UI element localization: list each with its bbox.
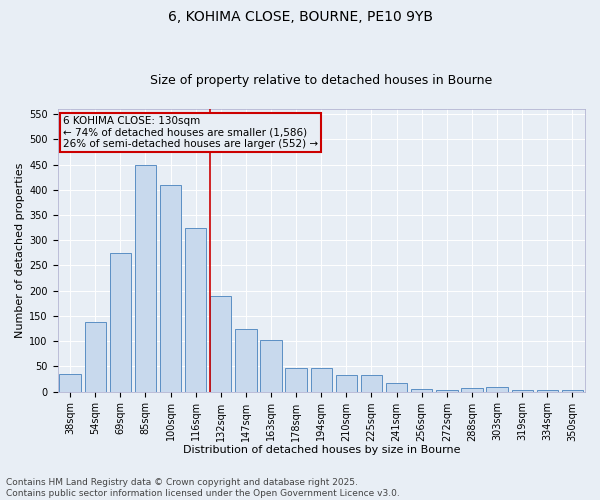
Bar <box>59 374 81 392</box>
Bar <box>336 376 357 392</box>
Bar <box>235 328 257 392</box>
Bar <box>512 390 533 392</box>
Bar <box>85 322 106 392</box>
Bar <box>286 368 307 392</box>
Bar <box>260 340 281 392</box>
Bar <box>160 184 181 392</box>
Text: Contains HM Land Registry data © Crown copyright and database right 2025.
Contai: Contains HM Land Registry data © Crown c… <box>6 478 400 498</box>
Bar <box>562 390 583 392</box>
Bar <box>210 296 232 392</box>
Bar <box>135 164 156 392</box>
Bar <box>487 387 508 392</box>
Bar <box>436 390 458 392</box>
Y-axis label: Number of detached properties: Number of detached properties <box>15 162 25 338</box>
Text: 6 KOHIMA CLOSE: 130sqm
← 74% of detached houses are smaller (1,586)
26% of semi-: 6 KOHIMA CLOSE: 130sqm ← 74% of detached… <box>63 116 318 150</box>
Bar <box>386 383 407 392</box>
Bar <box>185 228 206 392</box>
Bar <box>461 388 482 392</box>
Bar <box>110 253 131 392</box>
X-axis label: Distribution of detached houses by size in Bourne: Distribution of detached houses by size … <box>182 445 460 455</box>
Bar <box>361 376 382 392</box>
Bar <box>311 368 332 392</box>
Bar <box>411 389 433 392</box>
Title: Size of property relative to detached houses in Bourne: Size of property relative to detached ho… <box>150 74 493 87</box>
Bar <box>536 390 558 392</box>
Text: 6, KOHIMA CLOSE, BOURNE, PE10 9YB: 6, KOHIMA CLOSE, BOURNE, PE10 9YB <box>167 10 433 24</box>
